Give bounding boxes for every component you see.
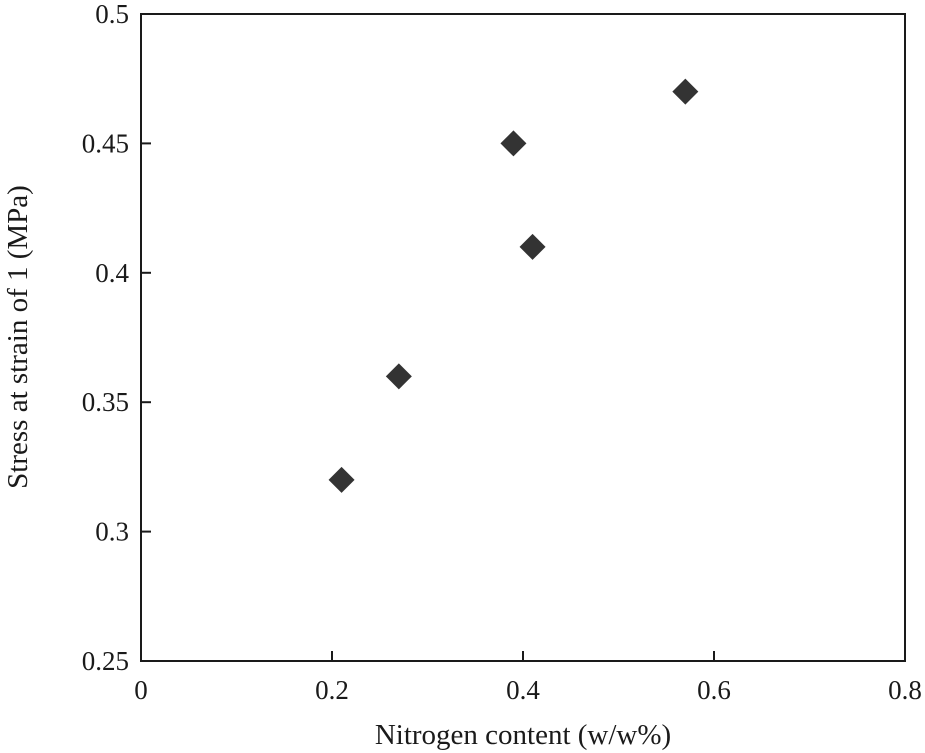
y-tick-label: 0.3 [95,517,129,547]
y-tick-label: 0.4 [95,258,129,288]
y-tick-label: 0.45 [82,128,129,158]
data-point [519,233,546,260]
x-tick-label: 0.6 [697,675,731,705]
data-point [500,130,527,157]
y-tick-label: 0.5 [95,0,129,29]
y-tick-label: 0.35 [82,387,129,417]
data-point [328,466,355,493]
data-point [385,363,412,390]
y-axis: 0.25 0.3 0.35 0.4 0.45 0.5 [82,0,151,676]
data-point [672,78,699,105]
x-tick-label: 0.4 [506,675,540,705]
plot-frame [140,13,906,662]
x-tick-label: 0.8 [888,675,922,705]
x-axis-title: Nitrogen content (w/w%) [375,719,671,751]
data-points [328,78,699,493]
y-tick-label: 0.25 [82,646,129,676]
x-tick-label: 0 [134,675,148,705]
y-axis-title: Stress at strain of 1 (MPa) [2,185,34,489]
x-tick-label: 0.2 [315,675,349,705]
x-axis: 0 0.2 0.4 0.6 0.8 [134,651,922,705]
